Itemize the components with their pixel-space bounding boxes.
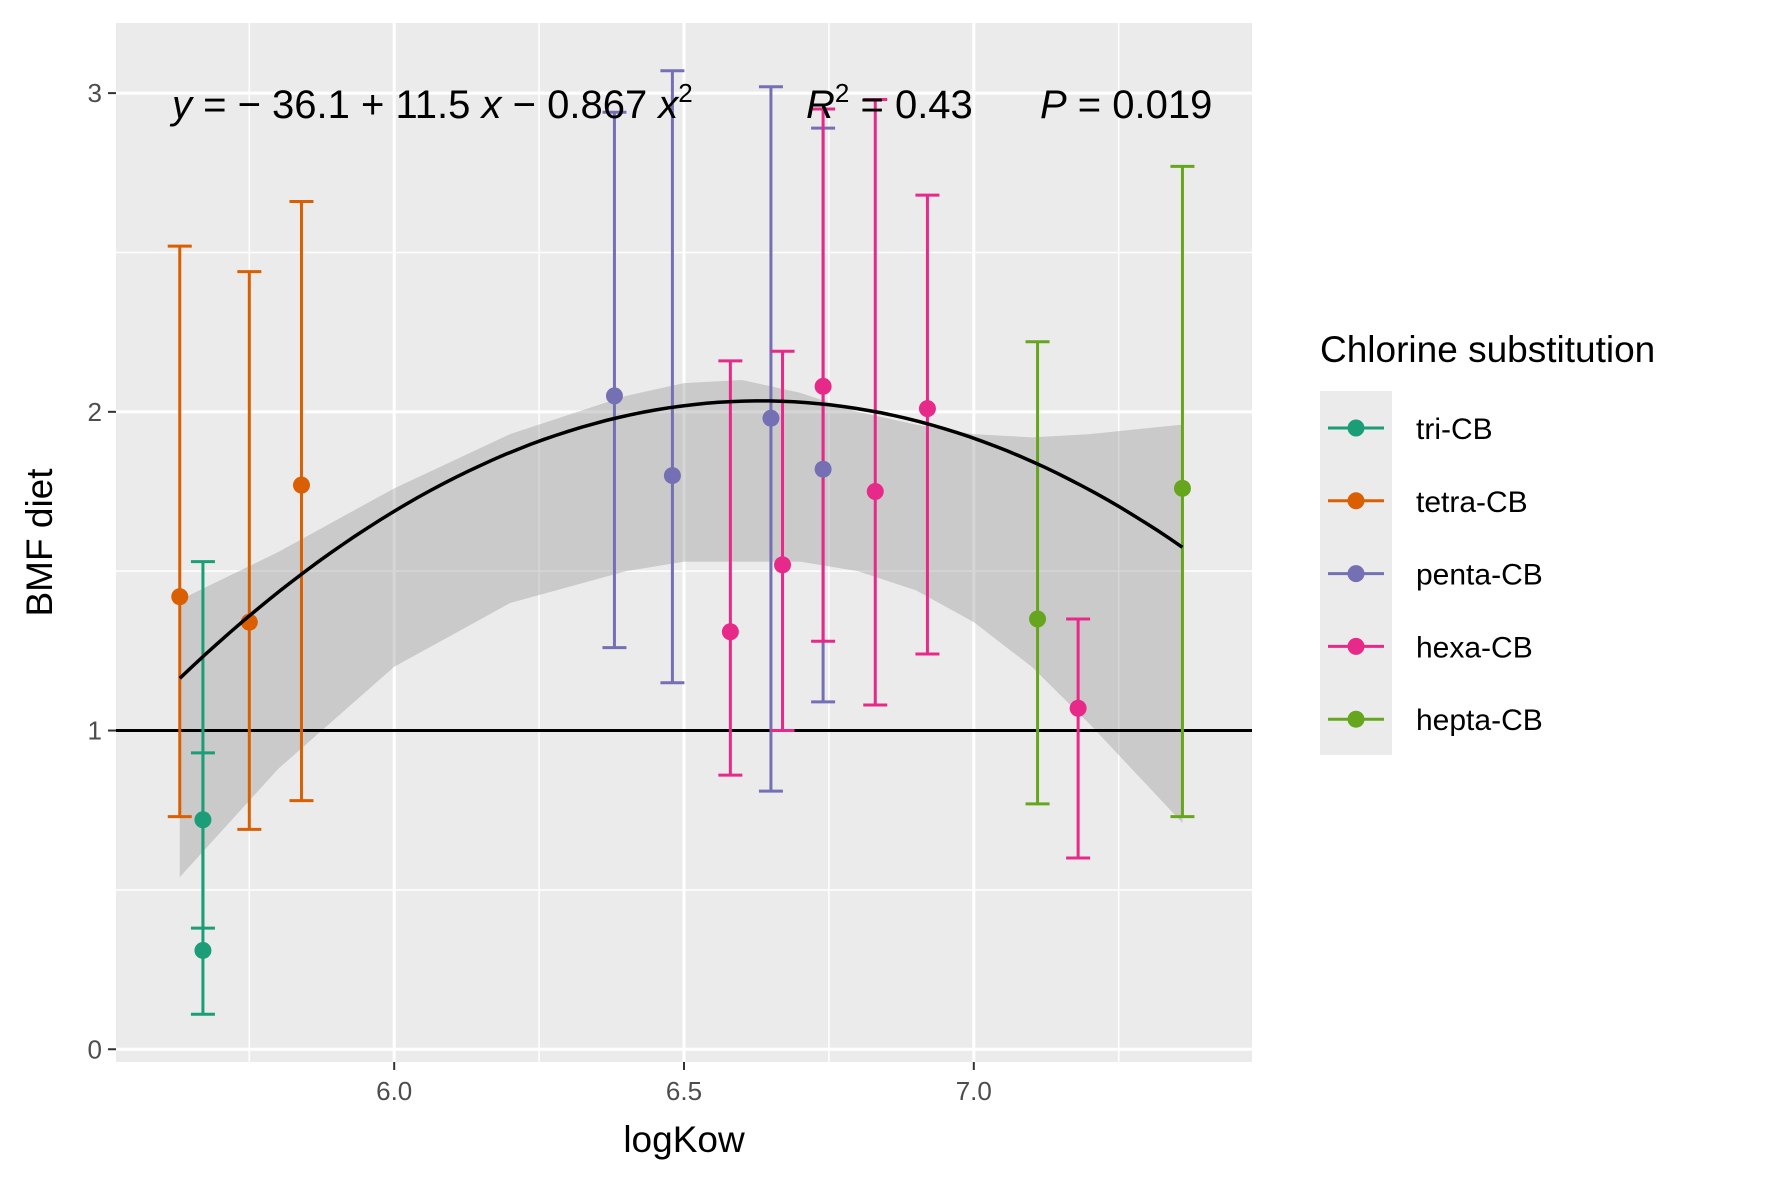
- fit-curve-group: [178, 399, 1184, 680]
- legend-key-point-tri-CB: [1347, 419, 1365, 437]
- x-tick-label: 6.0: [376, 1076, 412, 1106]
- point-penta-CB: [605, 387, 623, 405]
- point-hexa-CB: [814, 377, 832, 395]
- y-tick-label: 3: [88, 78, 102, 108]
- legend-key-point-penta-CB: [1347, 565, 1365, 583]
- point-penta-CB: [663, 467, 681, 485]
- y-axis-title: BMF diet: [19, 468, 60, 617]
- equation-coefficients: = − 36.1 + 11.5: [192, 83, 482, 127]
- point-tetra-CB: [171, 588, 189, 606]
- legend: Chlorine substitution tri-CB tetra-CB pent…: [1320, 329, 1655, 755]
- y-tick-label: 1: [88, 716, 102, 746]
- point-tri-CB: [194, 941, 212, 959]
- r-squared-annotation: R2 = 0.43: [806, 78, 973, 127]
- x-tick-label: 7.0: [956, 1076, 992, 1106]
- y-tick-label: 0: [88, 1034, 102, 1064]
- p-value-symbol: P: [1040, 83, 1067, 127]
- x-axis-title: logKow: [623, 1119, 745, 1160]
- x-tick-label: 6.5: [666, 1076, 702, 1106]
- data-points: [171, 377, 1191, 959]
- point-hepta-CB: [1173, 479, 1191, 497]
- legend-title: Chlorine substitution: [1320, 329, 1655, 370]
- equation-exponent: 2: [678, 78, 692, 108]
- y-axis: 0 1 2 3: [88, 78, 116, 1064]
- equation-annotation: y = − 36.1 + 11.5 x − 0.867 x2: [169, 78, 693, 127]
- legend-items: tri-CB tetra-CB penta-CB hexa-CB hepta-CB: [1328, 413, 1543, 737]
- point-tri-CB: [194, 811, 212, 829]
- legend-key-point-tetra-CB: [1347, 492, 1365, 510]
- point-hexa-CB: [721, 623, 739, 641]
- point-hexa-CB: [774, 556, 792, 574]
- point-penta-CB: [814, 460, 832, 478]
- x-axis: 6.0 6.5 7.0: [376, 1062, 992, 1106]
- p-value-annotation: P = 0.019: [1040, 83, 1212, 127]
- confidence-ribbon: [179, 379, 1183, 878]
- legend-label-hepta-CB: hepta-CB: [1416, 704, 1543, 737]
- point-hexa-CB: [918, 400, 936, 418]
- fit-curve: [178, 399, 1184, 680]
- y-tick-label: 2: [88, 397, 102, 427]
- legend-label-hexa-CB: hexa-CB: [1416, 631, 1533, 664]
- equation-x-symbol: x: [480, 83, 504, 127]
- r-squared-symbol: R: [806, 83, 835, 127]
- point-hepta-CB: [1029, 610, 1047, 628]
- legend-label-tetra-CB: tetra-CB: [1416, 486, 1528, 519]
- p-value-value: = 0.019: [1067, 83, 1213, 127]
- point-penta-CB: [762, 409, 780, 427]
- legend-key-point-hexa-CB: [1347, 637, 1365, 655]
- legend-label-tri-CB: tri-CB: [1416, 413, 1493, 446]
- legend-label-penta-CB: penta-CB: [1416, 559, 1543, 592]
- point-hexa-CB: [1069, 699, 1087, 717]
- equation-y-symbol: y: [169, 83, 195, 127]
- equation-x-squared-symbol: x: [656, 83, 680, 127]
- point-tetra-CB: [292, 476, 310, 494]
- equation-quadratic-coefficient: − 0.867: [502, 83, 659, 127]
- point-hexa-CB: [866, 483, 884, 501]
- confidence-band: [179, 379, 1183, 878]
- r-squared-exponent: 2: [835, 78, 849, 108]
- legend-key-point-hepta-CB: [1347, 710, 1365, 728]
- r-squared-value: = 0.43: [849, 83, 972, 127]
